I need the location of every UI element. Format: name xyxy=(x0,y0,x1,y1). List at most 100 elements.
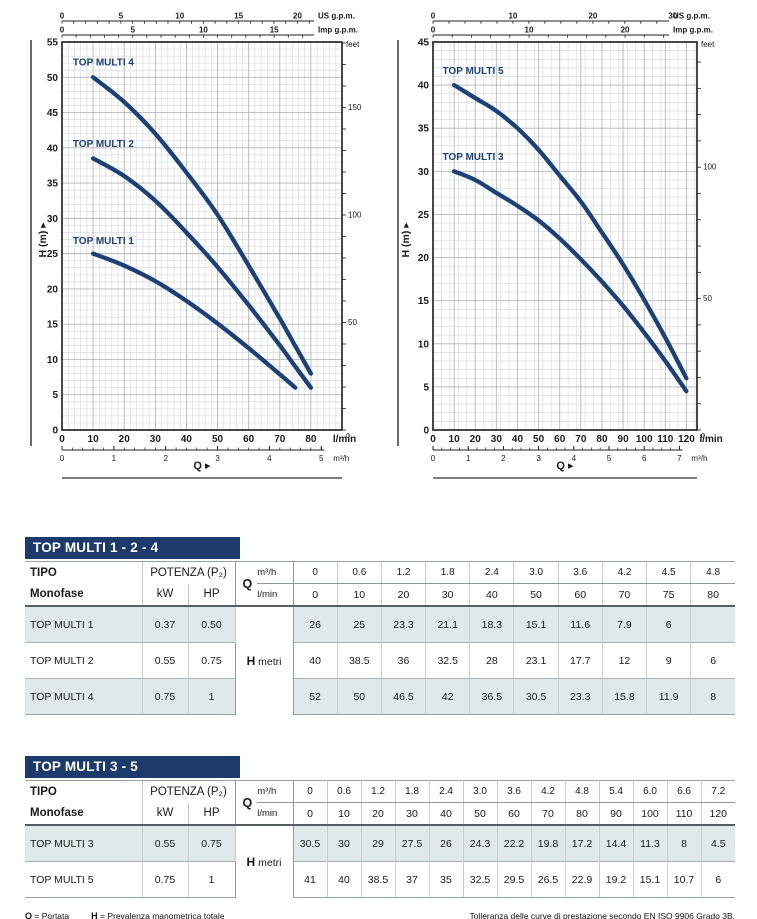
head-value-cell: 15.1 xyxy=(633,861,668,898)
plot-background xyxy=(433,42,697,430)
feet-axis-unit: feet xyxy=(346,40,360,49)
h-unit: metri xyxy=(258,856,282,869)
gpm-tick-label: 0 xyxy=(431,26,436,35)
head-value-cell: 6 xyxy=(690,642,735,679)
flow-m3h-value: 1.2 xyxy=(381,561,427,584)
y-axis-title: H (m) ▸ xyxy=(37,222,49,258)
head-value-cell: 17.7 xyxy=(558,642,603,679)
hp-value-cell: 0.50 xyxy=(188,605,236,643)
y-tick-label: 0 xyxy=(52,426,58,437)
head-value-cell: 11.3 xyxy=(633,824,668,862)
hp-value-cell: 0.75 xyxy=(188,642,236,679)
q-symbol: Q xyxy=(242,795,253,810)
flow-m3h-value: 4.8 xyxy=(565,780,600,803)
h-symbol: H xyxy=(246,653,256,668)
head-value-cell: 7.9 xyxy=(602,605,648,643)
plot-frame xyxy=(61,41,343,431)
curve-top-multi-1 xyxy=(90,251,298,390)
hp-value-cell: 0.75 xyxy=(188,824,236,862)
x-tick-label: 70 xyxy=(274,434,286,445)
flow-lmin-value: 60 xyxy=(558,583,603,606)
x-tick-label: 30 xyxy=(491,434,503,445)
head-value-cell: 21.1 xyxy=(425,605,471,643)
gpm-tick-label: 20 xyxy=(293,12,302,21)
legend-h: H = Prevalenza manometrica totale xyxy=(91,911,225,919)
pump-name-cell: TOP MULTI 3 xyxy=(25,824,143,862)
head-value-cell: 50 xyxy=(337,678,382,715)
head-value-cell: 22.2 xyxy=(497,824,532,862)
head-value-cell: 8 xyxy=(667,824,702,862)
kw-value-cell: 0.55 xyxy=(142,824,189,862)
head-value-cell: 30.5 xyxy=(293,824,328,862)
curve-top-multi-3 xyxy=(451,169,689,394)
head-value-cell: 26 xyxy=(293,605,338,643)
x-tick-label: 110 xyxy=(657,434,674,445)
pump-row: TOP MULTI 4 0.75 1 52 50 46.5 42 36.5 30.5 23.3 15… xyxy=(25,678,735,715)
flow-lmin-value: 70 xyxy=(531,802,566,825)
gpm-tick-label: 5 xyxy=(119,12,124,21)
x-tick-label: 80 xyxy=(596,434,608,445)
x-tick-label: 70 xyxy=(575,434,587,445)
x-tick-label: 40 xyxy=(512,434,524,445)
x-tick-label: 120 xyxy=(678,434,695,445)
flow-lmin-value: 75 xyxy=(646,583,692,606)
head-value-cell: 19.8 xyxy=(531,824,566,862)
flow-m3h-value: 3.0 xyxy=(463,780,498,803)
gpm-tick-label: 5 xyxy=(130,26,135,35)
flow-lmin-value: 40 xyxy=(429,802,464,825)
curve-label: TOP MULTI 3 xyxy=(443,152,505,163)
h-unit: metri xyxy=(258,655,282,668)
flow-m3h-value: 0 xyxy=(293,780,328,803)
pump-name-cell: TOP MULTI 4 xyxy=(25,678,143,715)
x-tick-label: 50 xyxy=(212,434,224,445)
flow-lmin-value: 10 xyxy=(327,802,362,825)
y-tick-label: 40 xyxy=(47,143,59,154)
flow-m3h-value: 1.2 xyxy=(361,780,396,803)
m3h-axis-unit: m³/h xyxy=(333,454,349,463)
head-value-cell: 32.5 xyxy=(463,861,498,898)
feet-tick-label: 0 xyxy=(701,433,705,440)
flow-m3h-value: 4.5 xyxy=(646,561,692,584)
gpm-tick-label: 0 xyxy=(431,12,436,21)
x-tick-label: 60 xyxy=(554,434,566,445)
curve-top-multi-2 xyxy=(90,156,314,390)
pump-row: TOP MULTI 1 0.37 0.50 H metri 26 25 23.3 21.1 18… xyxy=(25,605,735,715)
x-tick-label: 30 xyxy=(150,434,162,445)
feet-tick-label: 50 xyxy=(703,294,712,303)
flow-m3h-value: 0 xyxy=(293,561,338,584)
head-value-cell: 38.5 xyxy=(361,861,396,898)
flow-m3h-value: 4.2 xyxy=(602,561,648,584)
m3h-tick-label: 4 xyxy=(267,454,272,463)
y-tick-label: 20 xyxy=(47,284,59,295)
m3h-tick-label: 6 xyxy=(642,454,647,463)
curve-top-multi-4 xyxy=(90,75,314,376)
x-tick-label: 50 xyxy=(533,434,545,445)
y-tick-label: 55 xyxy=(47,38,59,49)
flow-m3h-value: 7.2 xyxy=(701,780,736,803)
kw-header-cell: kW xyxy=(141,802,189,825)
hp-value-cell: 1 xyxy=(188,678,236,715)
h-symbol: H xyxy=(246,854,256,869)
tolerance-note: Tolleranza delle curve di prestazione se… xyxy=(469,911,735,919)
head-value-cell: 36.5 xyxy=(469,678,515,715)
x-axis-title: Q ▸ xyxy=(556,460,574,472)
m3h-tick-label: 0 xyxy=(60,454,65,463)
table-title: TOP MULTI 3 - 5 xyxy=(25,756,240,778)
x-tick-label: 100 xyxy=(636,434,653,445)
gpm-axis-unit: Imp g.p.m. xyxy=(673,26,713,35)
flow-m3h-value: 6.0 xyxy=(633,780,668,803)
y-tick-label: 0 xyxy=(423,426,429,437)
table-section-top-multi-1-2-4: TOP MULTI 1 - 2 - 4 TIPO Monofase POTENZA (… xyxy=(25,537,757,715)
head-value-cell: 29 xyxy=(361,824,396,862)
flow-m3h-value: 3.6 xyxy=(558,561,603,584)
m3h-axis-unit: m³/h xyxy=(691,454,707,463)
head-value-cell xyxy=(690,605,735,643)
x-tick-label: 10 xyxy=(449,434,461,445)
y-tick-label: 15 xyxy=(47,320,59,331)
flow-lmin-value: 0 xyxy=(293,802,328,825)
flow-m3h-value: 2.4 xyxy=(469,561,515,584)
flow-m3h-value: 4.8 xyxy=(690,561,735,584)
